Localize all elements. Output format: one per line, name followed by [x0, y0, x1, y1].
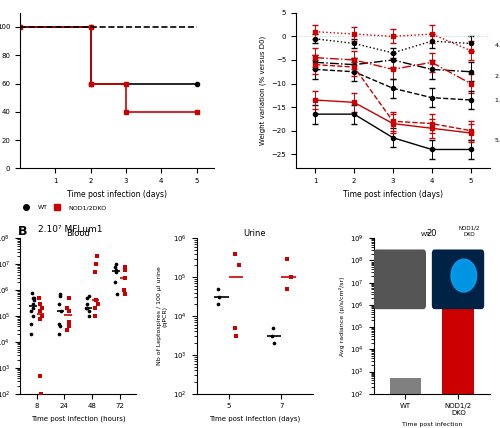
- Point: [111, 263, 119, 270]
- X-axis label: Time post infection (hours): Time post infection (hours): [31, 415, 126, 422]
- Point: [110, 279, 118, 286]
- Bar: [390, 378, 422, 428]
- Point: [92, 297, 100, 304]
- Point: [112, 261, 120, 268]
- Point: [112, 269, 120, 276]
- Text: 2.10$^7$: 2.10$^7$: [494, 72, 500, 81]
- Point: [231, 250, 239, 257]
- Point: [234, 262, 242, 269]
- Point: [27, 331, 35, 338]
- Point: [268, 333, 276, 340]
- Point: [90, 305, 98, 312]
- Text: 1.10$^8$: 1.10$^8$: [494, 95, 500, 105]
- Point: [38, 312, 46, 319]
- Point: [214, 301, 222, 308]
- Point: [270, 340, 278, 347]
- Y-axis label: Avg radiance (p/s/cm²/sr): Avg radiance (p/s/cm²/sr): [338, 276, 344, 356]
- Point: [86, 308, 94, 315]
- Point: [91, 269, 99, 276]
- Point: [82, 305, 90, 312]
- X-axis label: Time post infection: Time post infection: [402, 422, 462, 427]
- Point: [282, 285, 290, 292]
- Point: [56, 292, 64, 299]
- Text: 4.10$^6$: 4.10$^6$: [494, 41, 500, 51]
- Point: [28, 308, 36, 315]
- Point: [36, 315, 44, 322]
- Point: [29, 294, 37, 301]
- Point: [63, 326, 71, 333]
- Title: Blood: Blood: [66, 229, 90, 238]
- Point: [36, 372, 44, 379]
- X-axis label: Time post infection (days): Time post infection (days): [343, 190, 443, 199]
- Title: Urine: Urine: [244, 229, 266, 238]
- Point: [83, 294, 91, 301]
- Title: 20: 20: [426, 229, 437, 238]
- Point: [55, 321, 63, 327]
- Point: [112, 267, 120, 273]
- Point: [232, 333, 240, 340]
- Point: [56, 308, 64, 315]
- Bar: [442, 285, 474, 428]
- X-axis label: Time post infection (days): Time post infection (days): [210, 415, 300, 422]
- Point: [66, 294, 74, 301]
- Text: B: B: [18, 225, 27, 238]
- Point: [30, 297, 38, 304]
- X-axis label: Time post infection (days): Time post infection (days): [67, 190, 167, 199]
- Point: [288, 274, 296, 281]
- Point: [92, 312, 100, 319]
- Point: [94, 300, 102, 307]
- Point: [56, 291, 64, 297]
- Point: [82, 305, 90, 312]
- Point: [83, 300, 91, 307]
- Point: [113, 291, 121, 297]
- Point: [29, 305, 37, 312]
- Point: [121, 263, 129, 270]
- Point: [283, 255, 291, 262]
- Point: [93, 253, 101, 260]
- Point: [36, 300, 44, 307]
- Point: [38, 305, 46, 312]
- Point: [36, 308, 44, 315]
- Point: [268, 324, 276, 331]
- Y-axis label: Nb of Leptospires / 100 μl urine
(qPCR): Nb of Leptospires / 100 μl urine (qPCR): [157, 267, 168, 366]
- Text: 2.10⁷ MFLum1: 2.10⁷ MFLum1: [38, 225, 102, 234]
- Point: [65, 323, 73, 330]
- Point: [30, 294, 38, 301]
- Point: [35, 294, 43, 301]
- Point: [122, 291, 130, 297]
- Point: [29, 312, 37, 319]
- Point: [56, 300, 64, 307]
- Point: [56, 331, 64, 338]
- Text: 5.10$^8$: 5.10$^8$: [494, 135, 500, 145]
- Point: [28, 289, 36, 296]
- Point: [86, 312, 94, 319]
- Point: [85, 292, 93, 299]
- Point: [122, 267, 130, 273]
- Point: [56, 323, 64, 330]
- Point: [214, 285, 222, 292]
- Y-axis label: Weight variation (% versus D0): Weight variation (% versus D0): [259, 36, 266, 145]
- Point: [65, 318, 73, 325]
- Point: [232, 324, 239, 331]
- Point: [92, 261, 100, 268]
- Point: [64, 305, 72, 312]
- Legend: WT, NOD1/2DKO: WT, NOD1/2DKO: [18, 202, 108, 213]
- Point: [121, 274, 129, 281]
- Point: [64, 308, 72, 315]
- Point: [29, 300, 37, 307]
- Point: [120, 287, 128, 294]
- Point: [28, 321, 36, 327]
- Point: [214, 294, 222, 301]
- Point: [37, 390, 45, 397]
